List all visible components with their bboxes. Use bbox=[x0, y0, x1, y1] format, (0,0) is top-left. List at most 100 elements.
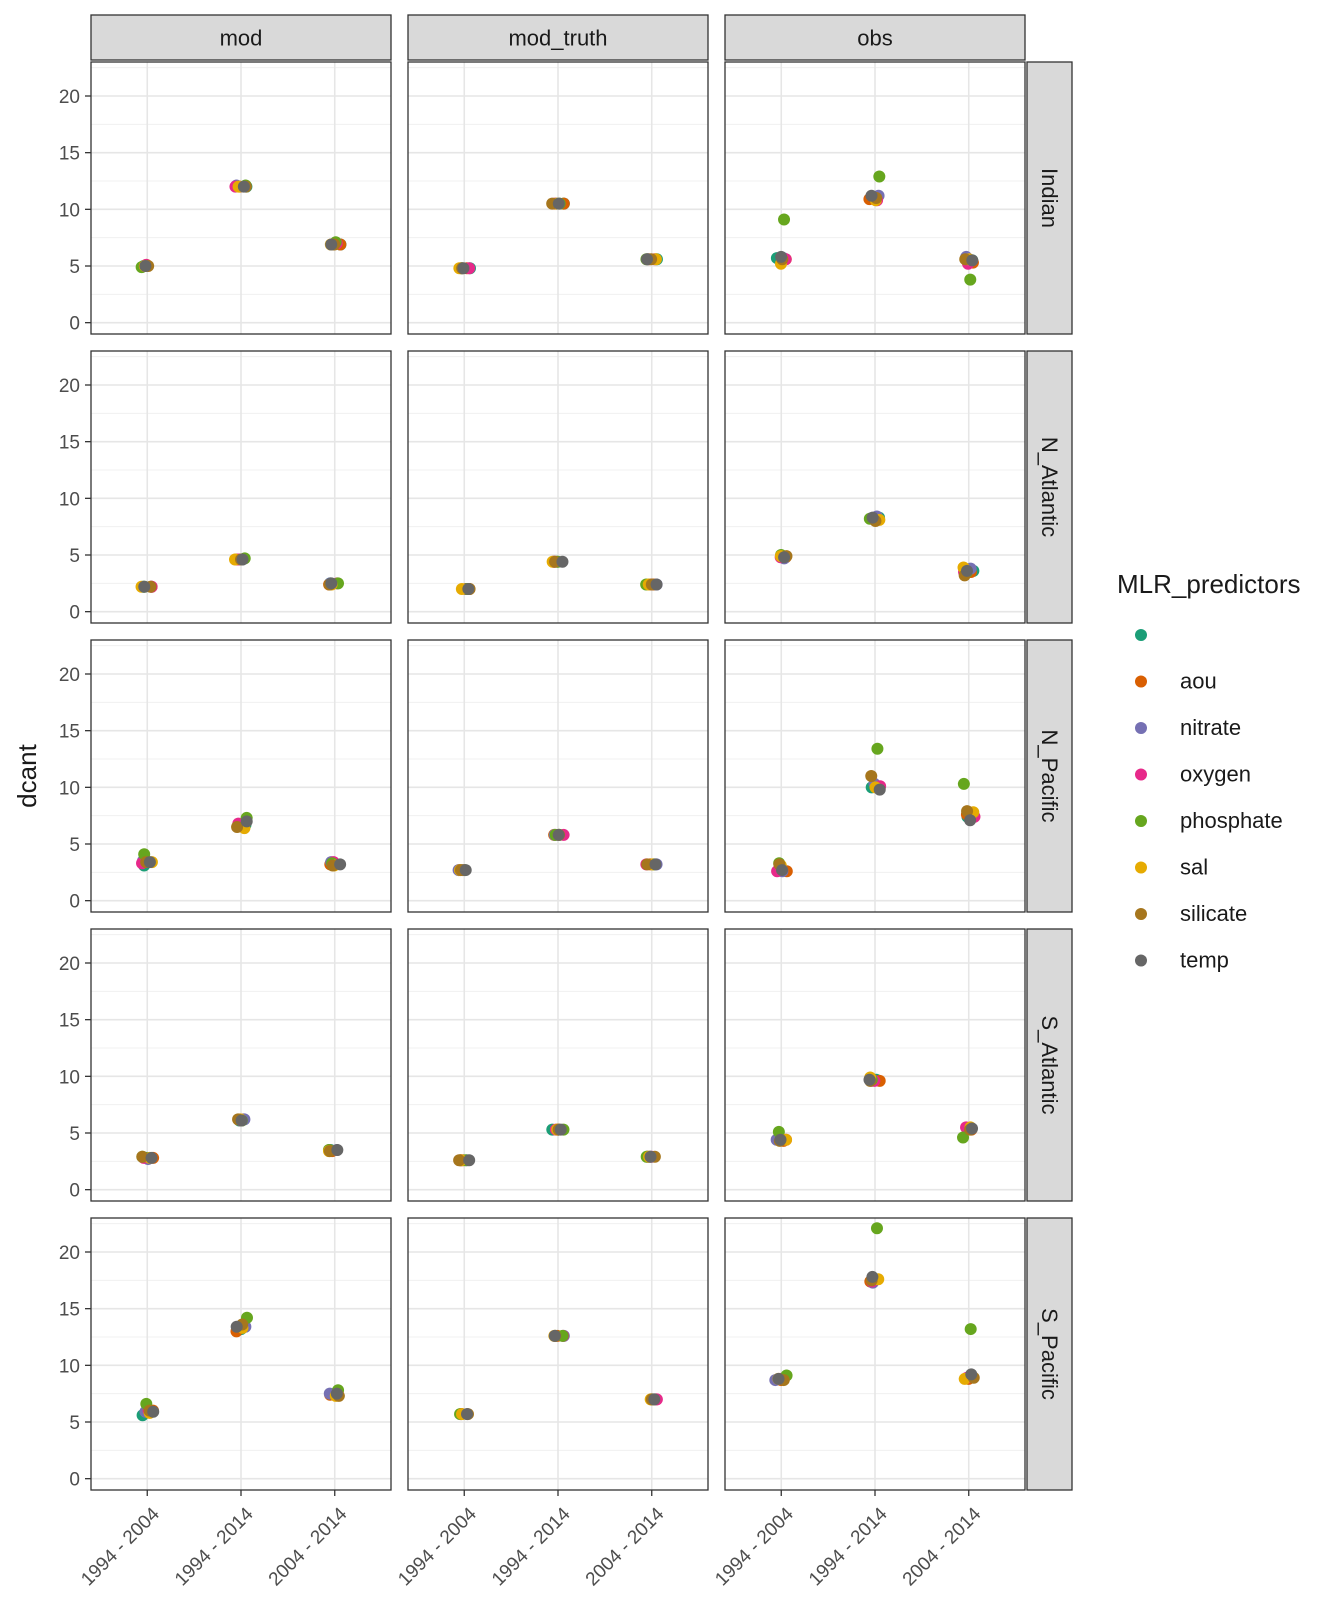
data-point-temp bbox=[457, 262, 470, 275]
y-tick-label: 20 bbox=[59, 87, 80, 108]
y-tick-label: 5 bbox=[69, 1124, 80, 1145]
data-point-temp bbox=[865, 189, 878, 202]
data-point-phosphate bbox=[870, 1222, 883, 1235]
legend-key-blank bbox=[1135, 629, 1147, 641]
facet-column-label: mod bbox=[220, 26, 263, 51]
y-tick-label: 5 bbox=[69, 257, 80, 278]
data-point-temp bbox=[772, 1372, 785, 1385]
y-tick-label: 5 bbox=[69, 1413, 80, 1434]
panel-border bbox=[90, 61, 392, 335]
x-tick-label: 1994 - 2004 bbox=[711, 1503, 798, 1590]
data-point-temp bbox=[325, 238, 338, 251]
panel-border bbox=[724, 350, 1026, 624]
data-point-temp bbox=[334, 858, 347, 871]
legend-title: MLR_predictors bbox=[1117, 569, 1301, 599]
data-point-temp bbox=[143, 856, 156, 869]
facet-row-label: Indian bbox=[1037, 168, 1062, 228]
y-tick-label: 5 bbox=[69, 546, 80, 567]
data-point-temp bbox=[236, 553, 249, 566]
facet-strip-s-atlantic bbox=[1026, 928, 1073, 1202]
facet-strip-s-pacific bbox=[1026, 1217, 1073, 1491]
panel-border bbox=[90, 350, 392, 624]
data-point-temp bbox=[230, 1320, 243, 1333]
y-tick-label: 20 bbox=[59, 376, 80, 397]
facet-column-label: mod_truth bbox=[508, 26, 607, 51]
legend-key-oxygen bbox=[1135, 768, 1147, 781]
data-point-temp bbox=[139, 260, 152, 272]
facet-strip-mod-truth bbox=[407, 14, 709, 61]
x-tick-label: 1994 - 2004 bbox=[77, 1503, 164, 1590]
data-point-phosphate bbox=[964, 273, 977, 286]
facet-strip-n-atlantic bbox=[1026, 350, 1073, 624]
data-point-temp bbox=[863, 1073, 876, 1086]
data-point-temp bbox=[461, 1408, 474, 1421]
panel-border bbox=[724, 928, 1026, 1202]
data-point-temp bbox=[145, 1151, 158, 1164]
y-tick-label: 10 bbox=[59, 200, 80, 221]
data-point-temp bbox=[866, 1270, 879, 1283]
data-point-temp bbox=[463, 1154, 476, 1167]
x-tick-label: 1994 - 2014 bbox=[805, 1503, 892, 1590]
x-tick-label: 2004 - 2014 bbox=[899, 1503, 986, 1590]
panel-border bbox=[407, 61, 709, 335]
data-point-temp bbox=[650, 578, 663, 591]
data-point-temp bbox=[240, 815, 253, 828]
data-point-temp bbox=[325, 577, 338, 590]
legend-key-nitrate bbox=[1135, 722, 1147, 734]
facet-strip-mod bbox=[90, 14, 392, 61]
y-tick-label: 20 bbox=[59, 954, 80, 975]
data-point-silicate bbox=[231, 821, 244, 833]
legend-key-aou bbox=[1135, 675, 1147, 688]
y-tick-label: 10 bbox=[59, 1356, 80, 1377]
facet-row-label: N_Pacific bbox=[1037, 730, 1062, 823]
y-tick-label: 15 bbox=[59, 1300, 80, 1321]
y-tick-label: 15 bbox=[59, 722, 80, 743]
y-tick-label: 15 bbox=[59, 144, 80, 165]
legend-label: temp bbox=[1180, 948, 1229, 973]
data-point-temp bbox=[775, 250, 788, 263]
data-point-temp bbox=[552, 828, 565, 841]
panel-border bbox=[724, 61, 1026, 335]
data-point-phosphate bbox=[957, 1131, 970, 1144]
data-point-temp bbox=[964, 814, 977, 827]
data-point-temp bbox=[641, 253, 654, 266]
x-tick-label: 1994 - 2014 bbox=[171, 1503, 258, 1590]
panel-border bbox=[90, 639, 392, 913]
x-tick-label: 2004 - 2014 bbox=[265, 1503, 352, 1590]
legend-label: silicate bbox=[1180, 901, 1247, 926]
legend-label: nitrate bbox=[1180, 715, 1241, 740]
data-point-phosphate bbox=[957, 777, 970, 790]
data-point-temp bbox=[774, 1133, 787, 1146]
panel-border bbox=[407, 350, 709, 624]
data-point-temp bbox=[552, 197, 565, 210]
panel-border bbox=[407, 639, 709, 913]
data-point-temp bbox=[138, 580, 151, 593]
legend-key-phosphate bbox=[1135, 815, 1147, 827]
data-point-phosphate bbox=[873, 170, 886, 183]
data-point-temp bbox=[462, 583, 475, 595]
y-tick-label: 0 bbox=[69, 892, 80, 913]
y-tick-label: 0 bbox=[69, 1470, 80, 1491]
x-tick-label: 1994 - 2014 bbox=[488, 1503, 575, 1590]
data-point-silicate bbox=[961, 805, 974, 818]
y-tick-label: 0 bbox=[69, 1181, 80, 1202]
data-point-temp bbox=[548, 1329, 561, 1342]
y-tick-label: 15 bbox=[59, 433, 80, 454]
data-point-temp bbox=[237, 180, 250, 193]
facet-strip-n-pacific bbox=[1026, 639, 1073, 913]
data-point-temp bbox=[644, 1150, 657, 1163]
y-axis-title: dcant bbox=[12, 743, 42, 807]
data-point-phosphate bbox=[778, 213, 791, 226]
y-tick-label: 0 bbox=[69, 314, 80, 335]
panel-border bbox=[407, 928, 709, 1202]
data-point-temp bbox=[556, 555, 569, 568]
legend-label: sal bbox=[1180, 855, 1208, 880]
data-point-temp bbox=[965, 1368, 978, 1381]
data-point-temp bbox=[873, 783, 886, 796]
data-point-temp bbox=[648, 1393, 661, 1406]
y-tick-label: 20 bbox=[59, 1243, 80, 1264]
y-tick-label: 10 bbox=[59, 489, 80, 510]
data-point-phosphate bbox=[871, 742, 884, 755]
legend-key-silicate bbox=[1135, 908, 1147, 920]
